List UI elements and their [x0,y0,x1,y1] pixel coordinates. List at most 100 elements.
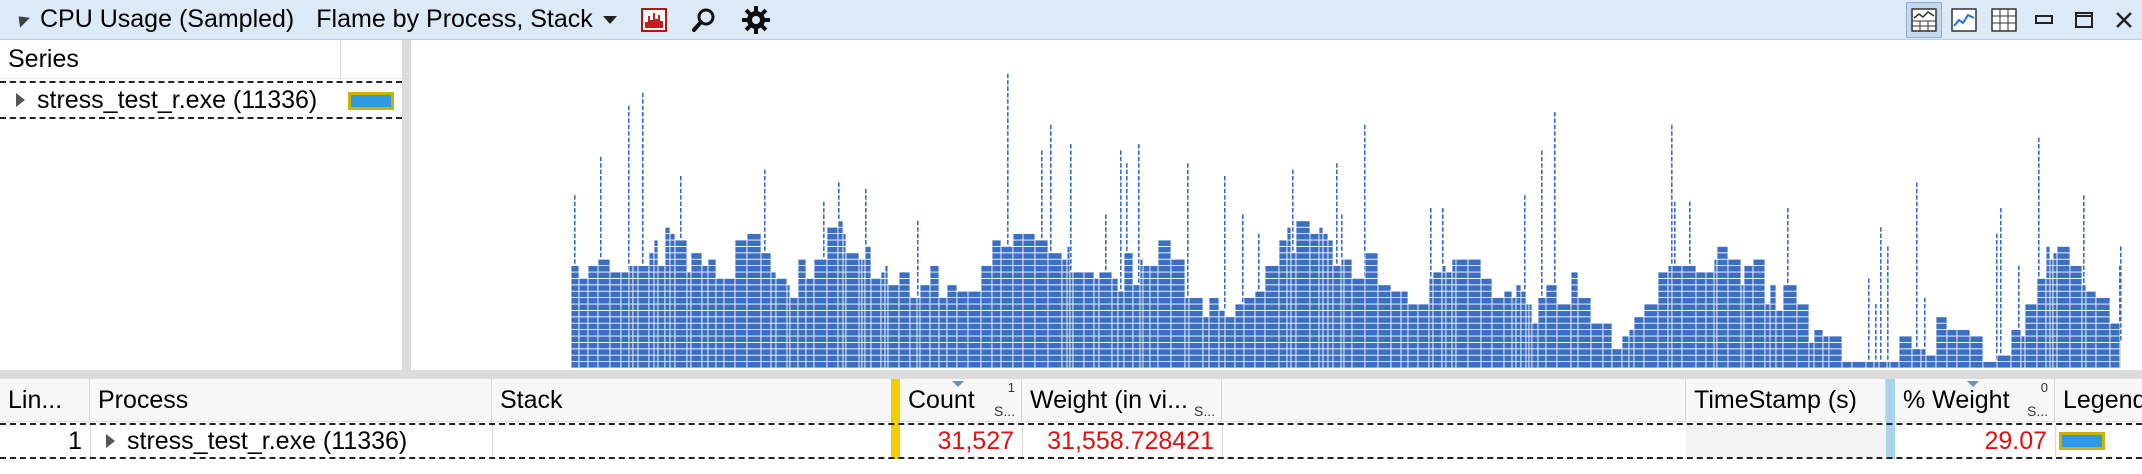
flame-frame[interactable] [734,297,748,305]
flame-frame[interactable] [1740,297,1745,305]
flame-frame[interactable] [1351,361,1366,369]
flame-frame[interactable] [1318,348,1324,356]
flame-frame[interactable] [1417,329,1430,337]
flame-frame[interactable] [715,284,725,292]
flame-frame[interactable] [1322,252,1329,260]
flame-frame[interactable] [929,309,940,318]
flame-frame[interactable] [929,322,940,331]
flame-frame[interactable] [1318,322,1324,331]
flame-frame-spike[interactable] [1050,227,1052,232]
flame-frame[interactable] [1796,354,1810,363]
flame-frame-spike[interactable] [1341,220,1343,226]
flame-frame[interactable] [1295,316,1311,324]
flame-frame[interactable] [723,348,736,356]
flame-frame[interactable] [1633,329,1645,337]
flame-frame[interactable] [980,271,993,279]
flame-frame-spike[interactable] [1120,246,1122,251]
flame-frame[interactable] [1400,303,1409,311]
flame-frame[interactable] [707,341,717,350]
flame-frame[interactable] [1340,335,1345,343]
flame-frame[interactable] [864,316,872,324]
flame-frame-spike[interactable] [1868,291,1870,296]
flame-frame[interactable] [1111,341,1119,350]
flame-frame-spike[interactable] [1887,252,1889,258]
flame-frame[interactable] [1467,303,1482,311]
flame-frame[interactable] [1705,284,1715,292]
flame-frame-spike[interactable] [2038,182,2040,187]
flame-frame[interactable] [1503,335,1513,343]
flame-frame[interactable] [746,245,762,254]
flame-frame[interactable] [620,297,630,305]
flame-frame-spike[interactable] [1996,310,1998,315]
flame-frame[interactable] [1264,361,1280,369]
flame-frame[interactable] [1254,316,1266,324]
flame-frame[interactable] [864,309,872,318]
flame-frame[interactable] [1188,361,1204,369]
flame-frame[interactable] [1343,322,1353,331]
flame-frame[interactable] [967,316,982,324]
flame-frame[interactable] [1455,271,1469,279]
flame-frame-spike[interactable] [642,150,644,155]
flame-frame[interactable] [2056,271,2071,279]
flame-frame[interactable] [597,290,611,298]
flame-frame[interactable] [1407,335,1419,343]
flame-frame[interactable] [1681,329,1697,337]
flame-frame-spike[interactable] [1875,348,1877,354]
flame-frame[interactable] [707,271,717,279]
flame-frame-spike[interactable] [1524,208,1526,213]
flame-frame[interactable] [1611,361,1623,369]
flame-frame[interactable] [1149,297,1159,305]
flame-frame[interactable] [1066,322,1071,331]
flame-frame-spike[interactable] [1120,284,1122,290]
flame-frame[interactable] [1208,348,1220,356]
flame-frame[interactable] [1295,361,1311,369]
flame-frame-spike[interactable] [1880,297,1882,303]
flame-frame[interactable] [861,361,866,369]
flame-frame-spike[interactable] [642,201,644,207]
flame-frame-spike[interactable] [1007,92,1009,98]
flame-frame-spike[interactable] [628,124,630,130]
flame-frame-spike[interactable] [1341,246,1343,251]
flame-frame[interactable] [1022,277,1036,286]
flame-frame[interactable] [2024,316,2038,324]
flame-frame[interactable] [1047,329,1063,337]
flame-frame[interactable] [2109,354,2121,363]
flame-frame[interactable] [1184,309,1190,318]
flame-frame[interactable] [1083,297,1095,305]
flame-frame[interactable] [1364,271,1379,279]
flame-frame[interactable] [1520,341,1527,350]
flame-frame[interactable] [1705,361,1715,369]
flame-frame[interactable] [1157,284,1172,292]
flame-frame[interactable] [1218,354,1226,363]
flame-frame-spike[interactable] [1336,220,1338,226]
flame-frame[interactable] [1322,245,1329,254]
flame-frame-spike[interactable] [1007,214,1009,219]
flame-frame[interactable] [1309,297,1320,305]
flame-frame[interactable] [1935,348,1948,356]
flame-frame[interactable] [1480,335,1493,343]
flame-frame[interactable] [786,303,791,311]
flame-frame-spike[interactable] [1242,259,1244,264]
flame-frame[interactable] [1351,316,1366,324]
flame-frame[interactable] [1340,290,1345,298]
flame-frame[interactable] [1511,348,1517,356]
flame-frame[interactable] [858,341,863,350]
flame-frame-spike[interactable] [1554,201,1556,207]
flame-frame[interactable] [657,309,666,318]
flame-frame[interactable] [1428,303,1434,311]
flame-frame[interactable] [1332,265,1342,273]
flame-frame[interactable] [1377,309,1392,318]
flame-frame[interactable] [898,303,911,311]
flame-frame[interactable] [1351,341,1366,350]
flame-frame[interactable] [1351,303,1366,311]
flame-frame[interactable] [826,233,839,241]
column-header-stack[interactable]: Stack [492,379,892,421]
flame-frame-spike[interactable] [1007,195,1009,200]
flame-frame-spike[interactable] [1880,272,1882,277]
flame-frame[interactable] [1525,309,1530,318]
flame-frame[interactable] [701,335,709,343]
flame-frame[interactable] [632,348,639,356]
flame-frame-spike[interactable] [1924,329,1926,335]
flame-frame[interactable] [805,290,815,298]
flame-frame[interactable] [1451,265,1457,273]
